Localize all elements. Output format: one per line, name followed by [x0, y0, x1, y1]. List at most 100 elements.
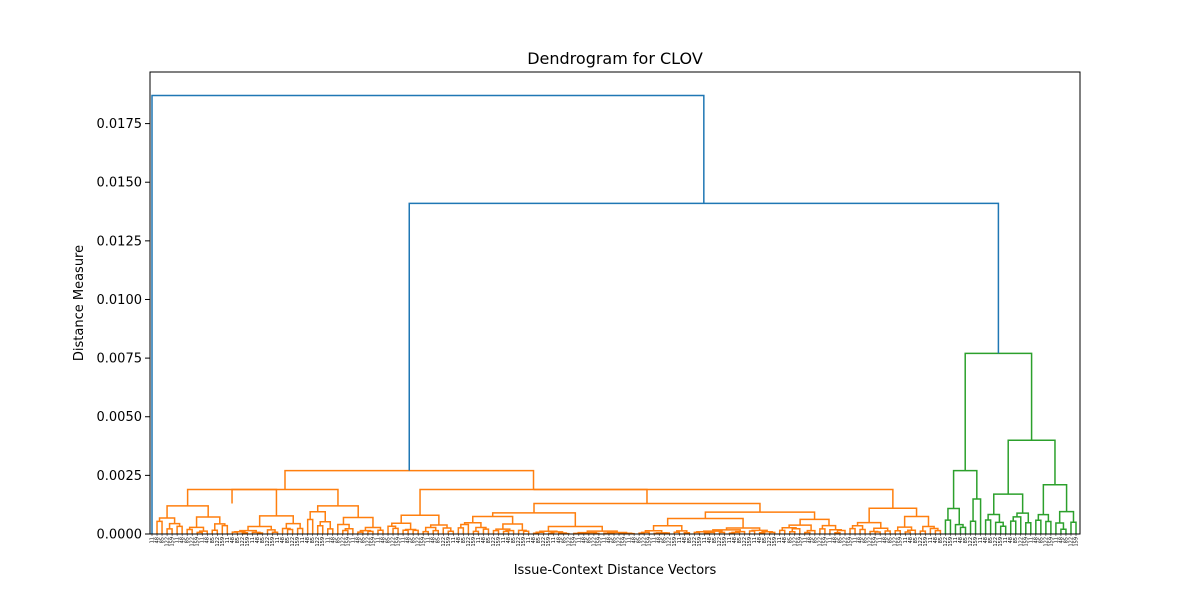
- leaf-label: 11: [375, 537, 381, 543]
- dendrogram-link: [286, 528, 294, 534]
- leaf-label: 48: [280, 537, 286, 543]
- leaf-label: 11: [526, 537, 532, 543]
- leaf-label: 11: [652, 537, 658, 543]
- dendrogram-link: [166, 528, 173, 534]
- leaf-label: 85: [938, 537, 944, 543]
- leaf-label: 159: [170, 537, 176, 547]
- leaf-label: 48: [531, 537, 537, 543]
- leaf-label: 122: [968, 537, 974, 547]
- leaf-labels: 11 48 85 122 159 11 48 85 122 159 11 48 85 122 159 11 48…: [150, 534, 1080, 547]
- leaf-label: 85: [285, 537, 291, 543]
- dendrogram-link: [364, 526, 382, 531]
- dendrogram-link: [327, 528, 334, 534]
- dendrogram-link: [166, 505, 209, 518]
- leaf-label: 122: [918, 537, 924, 547]
- leaf-label: 159: [396, 537, 402, 547]
- leaf-label: 85: [386, 537, 392, 543]
- y-tick-label: 0.0100: [97, 293, 143, 308]
- leaf-label: 85: [1038, 537, 1044, 543]
- leaf-label: 48: [1033, 537, 1039, 543]
- leaf-label: 11: [677, 537, 683, 543]
- leaf-label: 122: [943, 537, 949, 547]
- leaf-label: 48: [757, 537, 763, 543]
- plot-area-frame: [149, 71, 1081, 535]
- dendrogram-link: [231, 488, 339, 506]
- leaf-label: 48: [355, 537, 361, 543]
- leaf-label: 122: [617, 537, 623, 547]
- leaf-label: 85: [160, 537, 166, 543]
- leaf-label: 48: [205, 537, 211, 543]
- leaf-label: 11: [802, 537, 808, 543]
- dendrogram-link: [495, 528, 511, 531]
- leaf-label: 85: [511, 537, 517, 543]
- leaf-label: 85: [963, 537, 969, 543]
- leaf-label: 11: [175, 537, 181, 543]
- y-tick-label: 0.0050: [97, 410, 143, 425]
- dendrogram-link: [412, 529, 419, 534]
- leaf-label: 159: [471, 537, 477, 547]
- leaf-label: 85: [561, 537, 567, 543]
- leaf-label: 159: [923, 537, 929, 547]
- leaf-label: 159: [973, 537, 979, 547]
- leaf-label: 85: [360, 537, 366, 543]
- leaf-label: 48: [230, 537, 236, 543]
- leaf-label: 48: [883, 537, 889, 543]
- leaf-label: 11: [777, 537, 783, 543]
- leaf-label: 159: [1074, 537, 1080, 547]
- leaf-label: 48: [933, 537, 939, 543]
- dendrogram-link: [482, 528, 490, 534]
- dendrogram-link: [306, 518, 314, 534]
- dendrogram-link: [907, 529, 917, 534]
- dendrogram-link: [522, 530, 530, 534]
- leaf-label: 11: [903, 537, 909, 543]
- leaf-label: 159: [848, 537, 854, 547]
- dendrogram-link: [535, 531, 545, 534]
- leaf-label: 85: [762, 537, 768, 543]
- leaf-label: 85: [988, 537, 994, 543]
- dendrogram-link: [1060, 528, 1067, 534]
- leaf-label: 122: [265, 537, 271, 547]
- leaf-label: 85: [687, 537, 693, 543]
- dendrogram-link: [868, 507, 918, 523]
- y-tick-label: 0.0175: [97, 117, 143, 132]
- dendrogram-link: [972, 498, 982, 534]
- leaf-label: 11: [551, 537, 557, 543]
- leaf-label: 11: [702, 537, 708, 543]
- dendrogram-link: [652, 525, 683, 531]
- leaf-label: 85: [837, 537, 843, 543]
- dendrogram-link: [954, 523, 964, 534]
- leaf-label: 159: [571, 537, 577, 547]
- dendrogram-link: [1012, 516, 1022, 534]
- leaf-label: 11: [978, 537, 984, 543]
- leaf-label: 11: [1003, 537, 1009, 543]
- leaf-label: 159: [747, 537, 753, 547]
- leaf-label: 85: [1063, 537, 1069, 543]
- leaf-label: 159: [220, 537, 226, 547]
- leaf-label: 85: [436, 537, 442, 543]
- dendrogram-link: [457, 527, 465, 534]
- dendrogram-link: [712, 529, 741, 532]
- leaf-label: 159: [421, 537, 427, 547]
- leaf-label: 159: [998, 537, 1004, 547]
- dendrogram-link: [502, 530, 510, 534]
- leaf-label: 48: [481, 537, 487, 543]
- dendrogram-link: [969, 520, 977, 534]
- dendrogram-link: [460, 523, 470, 534]
- dendrogram-link: [491, 512, 577, 527]
- dendrogram-link: [788, 524, 812, 531]
- dendrogram-link: [804, 531, 811, 534]
- leaf-label: 122: [315, 537, 321, 547]
- dendrogram-link: [344, 527, 354, 534]
- leaf-label: 11: [501, 537, 507, 543]
- dendrogram-link: [400, 514, 440, 525]
- leaf-label: 159: [772, 537, 778, 547]
- leaf-label: 85: [411, 537, 417, 543]
- leaf-label: 122: [165, 537, 171, 547]
- dendrogram-link: [1070, 521, 1077, 534]
- leaf-label: 11: [476, 537, 482, 543]
- leaf-label: 122: [893, 537, 899, 547]
- dendrogram-link: [934, 529, 942, 534]
- leaf-label: 159: [370, 537, 376, 547]
- leaf-label: 85: [210, 537, 216, 543]
